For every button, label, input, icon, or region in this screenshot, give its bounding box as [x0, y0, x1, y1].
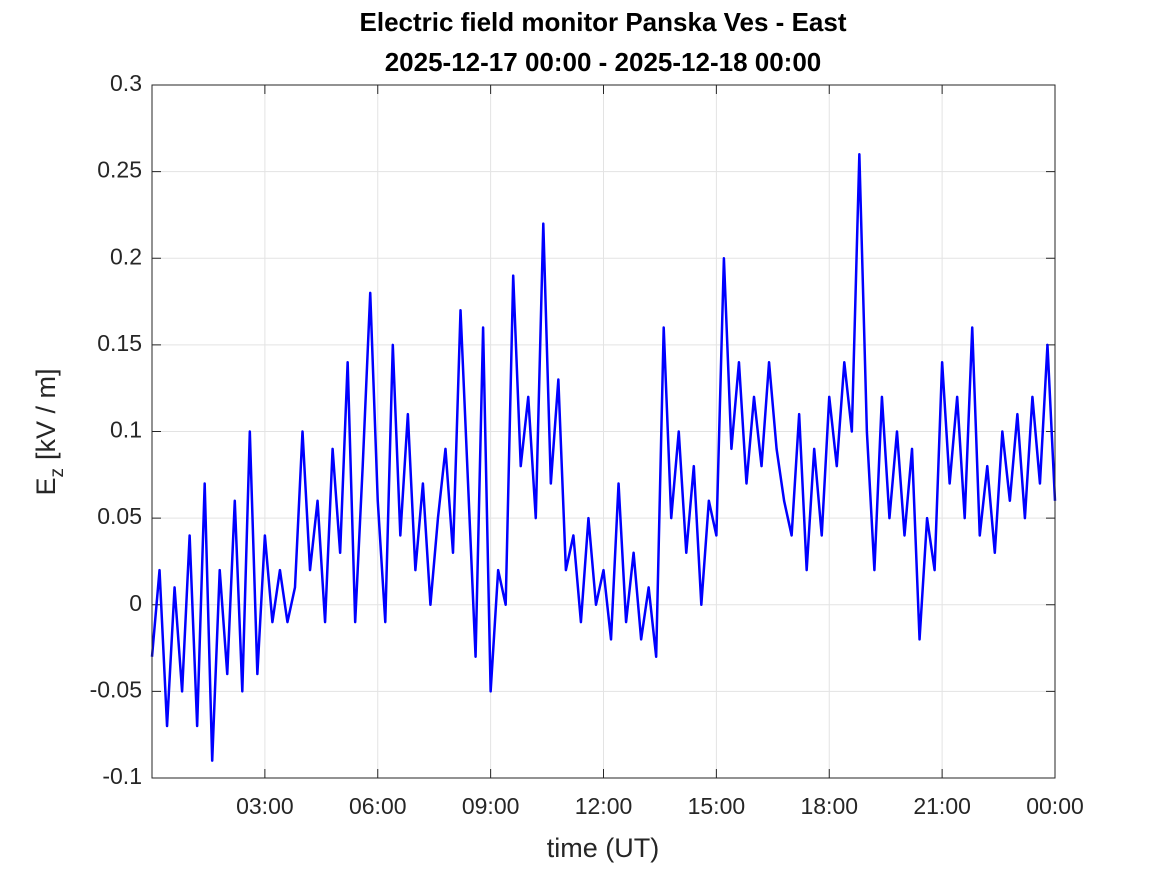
- y-label-main: E: [31, 478, 61, 496]
- y-tick-label: 0.15: [97, 330, 142, 356]
- x-axis-label: time (UT): [547, 833, 659, 863]
- y-tick-label: 0.1: [110, 417, 142, 443]
- chart-subtitle: 2025-12-17 00:00 - 2025-12-18 00:00: [385, 47, 822, 77]
- y-tick-label: 0.25: [97, 157, 142, 183]
- x-tick-label: 03:00: [236, 793, 294, 819]
- y-tick-label: 0.3: [110, 70, 142, 96]
- y-axis-label: Ez [kV / m]: [31, 368, 68, 495]
- x-tick-label: 09:00: [462, 793, 520, 819]
- x-tick-label: 18:00: [800, 793, 858, 819]
- x-tick-label: 06:00: [349, 793, 407, 819]
- y-tick-label: 0: [129, 590, 142, 616]
- y-tick-label: 0.05: [97, 503, 142, 529]
- y-label-sub: z: [47, 468, 68, 478]
- x-tick-label: 00:00: [1026, 793, 1084, 819]
- y-tick-label: -0.1: [102, 763, 142, 789]
- plot-frame: [151, 84, 1056, 779]
- y-label-rest: [kV / m]: [31, 368, 61, 460]
- data-line: [150, 153, 1057, 762]
- y-tick-label: -0.05: [90, 676, 142, 702]
- chart-title: Electric field monitor Panska Ves - East: [360, 7, 847, 37]
- y-tick-label: 0.2: [110, 243, 142, 269]
- x-tick-label: 21:00: [913, 793, 971, 819]
- x-tick-label: 12:00: [575, 793, 633, 819]
- x-tick-label: 15:00: [688, 793, 746, 819]
